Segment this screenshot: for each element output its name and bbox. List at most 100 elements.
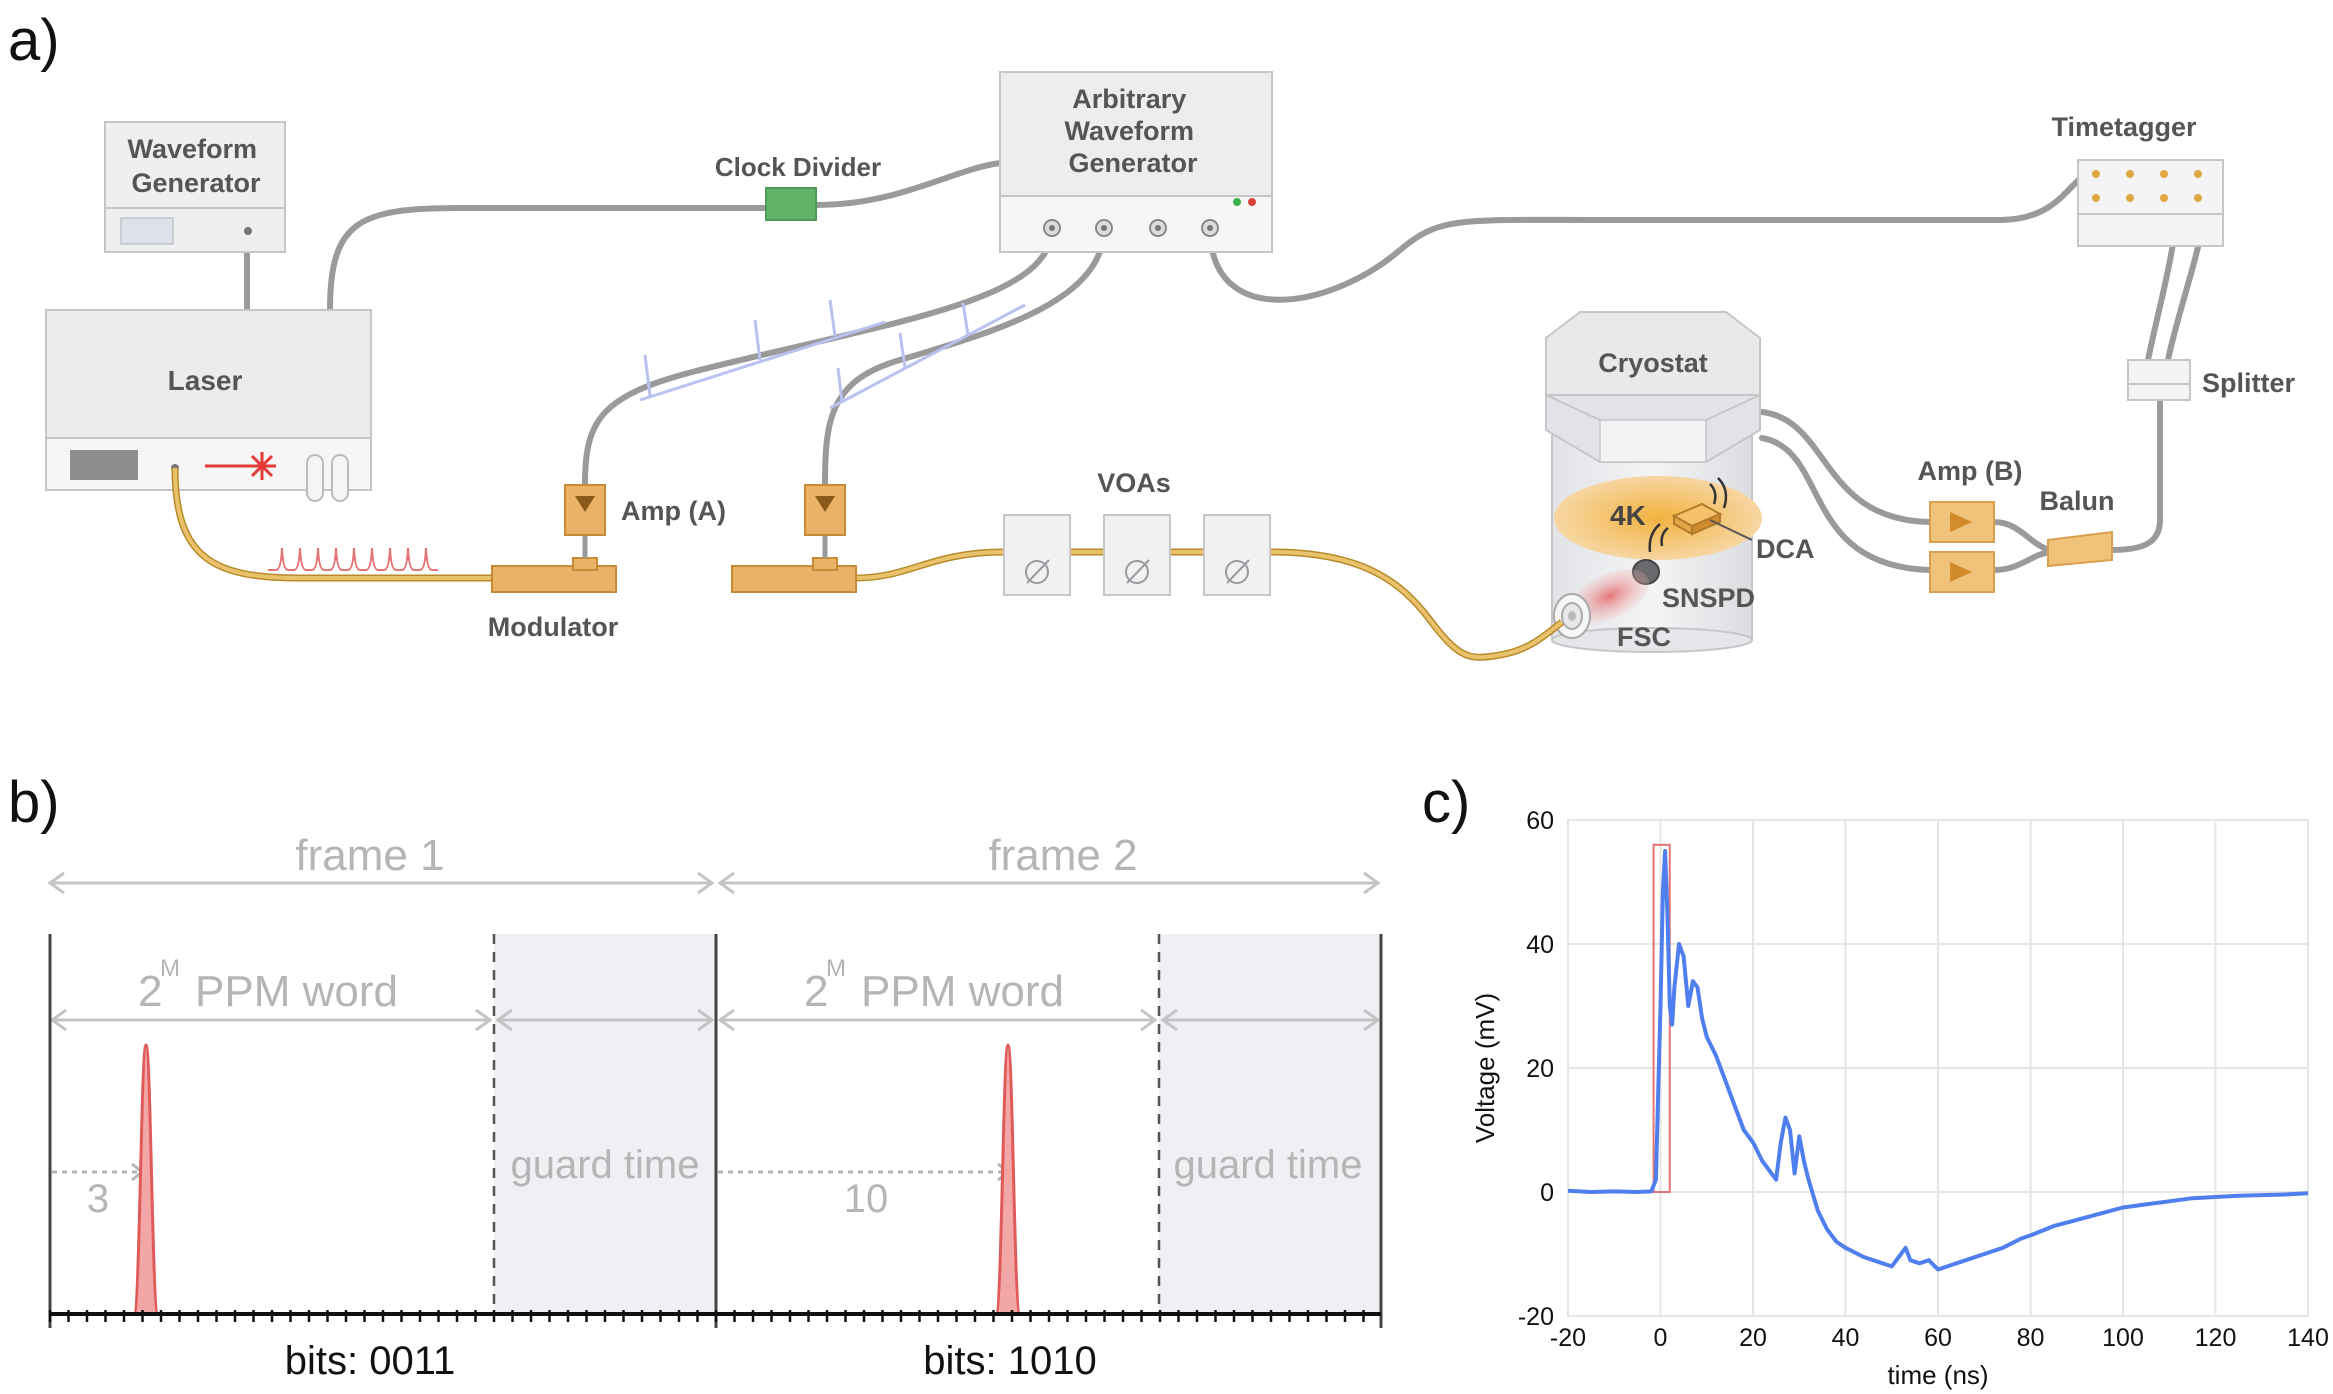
- y-tick-label: 20: [1526, 1055, 1554, 1083]
- fsc-collimator: [1553, 593, 1591, 639]
- guard-time-label: guard time: [1174, 1143, 1363, 1187]
- panel-label-c: c): [1422, 770, 1470, 835]
- y-tick-label: 0: [1540, 1179, 1554, 1207]
- x-tick-label: 60: [1924, 1324, 1952, 1352]
- y-tick-label: -20: [1518, 1303, 1554, 1331]
- knob-icon: [331, 454, 349, 502]
- cryostat-label: Cryostat: [1598, 348, 1708, 378]
- x-tick-label: 140: [2287, 1324, 2329, 1352]
- fsc-label: FSC: [1617, 622, 1671, 652]
- laser-display-icon: [70, 450, 138, 480]
- port-icon: [244, 227, 252, 235]
- knob-icon: [306, 454, 324, 502]
- voa-box: [1103, 514, 1171, 596]
- arbitrary-waveform-generator: Arbitrary Waveform Generator: [999, 71, 1273, 253]
- electrical-cables: [244, 160, 2209, 573]
- laser: Laser: [45, 309, 372, 502]
- modulator-label: Modulator: [488, 612, 619, 642]
- ppm-word-base: 2: [138, 967, 162, 1016]
- amp-b: Amp (B): [1918, 456, 2023, 593]
- x-tick-label: 0: [1654, 1324, 1668, 1352]
- temperature-label: 4K: [1610, 500, 1646, 531]
- ppm-word-exponent: M: [160, 955, 180, 982]
- bits-label: bits: 0011: [285, 1339, 456, 1383]
- panel-label-b: b): [8, 770, 60, 835]
- awg-line: Arbitrary: [1072, 84, 1186, 114]
- dca-chip: [1671, 502, 1723, 536]
- wg-line: Generator: [131, 168, 261, 198]
- x-tick-label: 40: [1832, 1324, 1860, 1352]
- y-tick-label: 40: [1526, 931, 1554, 959]
- ppm-word-base: 2: [804, 967, 828, 1016]
- waveform-generator-label: Waveform Generator: [127, 134, 264, 198]
- balun-label: Balun: [2039, 486, 2114, 516]
- dca-label: DCA: [1756, 534, 1815, 564]
- x-axis-label: time (ns): [1887, 1360, 1988, 1390]
- clock-divider: Clock Divider: [715, 152, 881, 221]
- splitter-label: Splitter: [2202, 368, 2296, 398]
- balun: Balun: [2039, 486, 2115, 568]
- modulator-2: [731, 484, 857, 593]
- cold-stage: [1554, 476, 1762, 560]
- ppm-word-text: PPM word: [195, 967, 398, 1016]
- frame-2-label: frame 2: [988, 831, 1137, 880]
- guard-time-label: guard time: [511, 1143, 700, 1187]
- grid-lines: [1567, 819, 2309, 1317]
- attenuator-icon: [1225, 560, 1249, 584]
- wg-line: Waveform: [127, 134, 257, 164]
- splitter: Splitter: [2127, 359, 2296, 401]
- awg-label: Arbitrary Waveform Generator: [1064, 84, 1201, 178]
- y-axis-label: Voltage (mV): [1470, 993, 1500, 1143]
- x-tick-labels: -20 0 20 40 60 80 100 120 140: [1550, 1324, 2329, 1352]
- laser-label: Laser: [168, 365, 243, 396]
- voas-label: VOAs: [1097, 468, 1171, 498]
- amp-a-label: Amp (A): [621, 496, 726, 526]
- waveform-generator: Waveform Generator: [104, 121, 286, 253]
- position-value: 3: [87, 1177, 109, 1221]
- voa-box: [1203, 514, 1271, 596]
- guard-time-region: [494, 934, 716, 1314]
- ppm-pulse: [132, 1043, 160, 1316]
- ppm-pulse: [994, 1043, 1022, 1316]
- timetagger: Timetagger: [2051, 112, 2224, 247]
- timetagger-label: Timetagger: [2051, 112, 2197, 142]
- wireless-signal-icon: [1648, 477, 1728, 553]
- x-tick-label: 120: [2195, 1324, 2237, 1352]
- optical-fiber: [171, 467, 1565, 661]
- awg-line: Generator: [1068, 148, 1198, 178]
- rf-signal-traces: [639, 299, 1026, 410]
- cryostat: Cryostat 4K DCA SNSPD FSC: [1545, 311, 1815, 653]
- y-tick-labels: -20 0 20 40 60: [1518, 807, 1554, 1331]
- x-tick-label: -20: [1550, 1324, 1586, 1352]
- ppm-frame-diagram: b): [8, 770, 1383, 1383]
- status-led-icon: [1248, 198, 1256, 206]
- voltage-trace-chart: c) -20 0 20 40 60 80 100 120 140 -20 0 20 40 60 time…: [1422, 770, 2329, 1390]
- status-led-icon: [1233, 198, 1241, 206]
- attenuator-icon: [1125, 560, 1149, 584]
- position-value: 10: [844, 1177, 889, 1221]
- voltage-trace-line: [1568, 849, 2308, 1272]
- optical-pulse-train: [268, 547, 438, 571]
- voas: VOAs: [1003, 468, 1271, 596]
- laser-focus-beam: [1570, 569, 1650, 623]
- amp-b-label: Amp (B): [1918, 456, 2023, 486]
- x-tick-label: 20: [1739, 1324, 1767, 1352]
- clock-divider-label: Clock Divider: [715, 152, 881, 182]
- panel-label-a: a): [8, 8, 60, 73]
- x-tick-label: 80: [2017, 1324, 2045, 1352]
- ppm-word-exponent: M: [826, 955, 846, 982]
- frame-1-label: frame 1: [295, 831, 444, 880]
- x-tick-label: 100: [2102, 1324, 2144, 1352]
- awg-line: Waveform: [1064, 116, 1194, 146]
- ppm-word-text: PPM word: [861, 967, 1064, 1016]
- snspd-label: SNSPD: [1662, 583, 1755, 613]
- laser-star-icon: [248, 452, 276, 480]
- guard-time-region: [1159, 934, 1381, 1314]
- display-icon: [120, 217, 174, 245]
- attenuator-icon: [1025, 560, 1049, 584]
- modulator-1: Amp (A): [491, 484, 726, 593]
- y-tick-label: 60: [1526, 807, 1554, 835]
- bits-label: bits: 1010: [923, 1339, 1096, 1383]
- voa-box: [1003, 514, 1071, 596]
